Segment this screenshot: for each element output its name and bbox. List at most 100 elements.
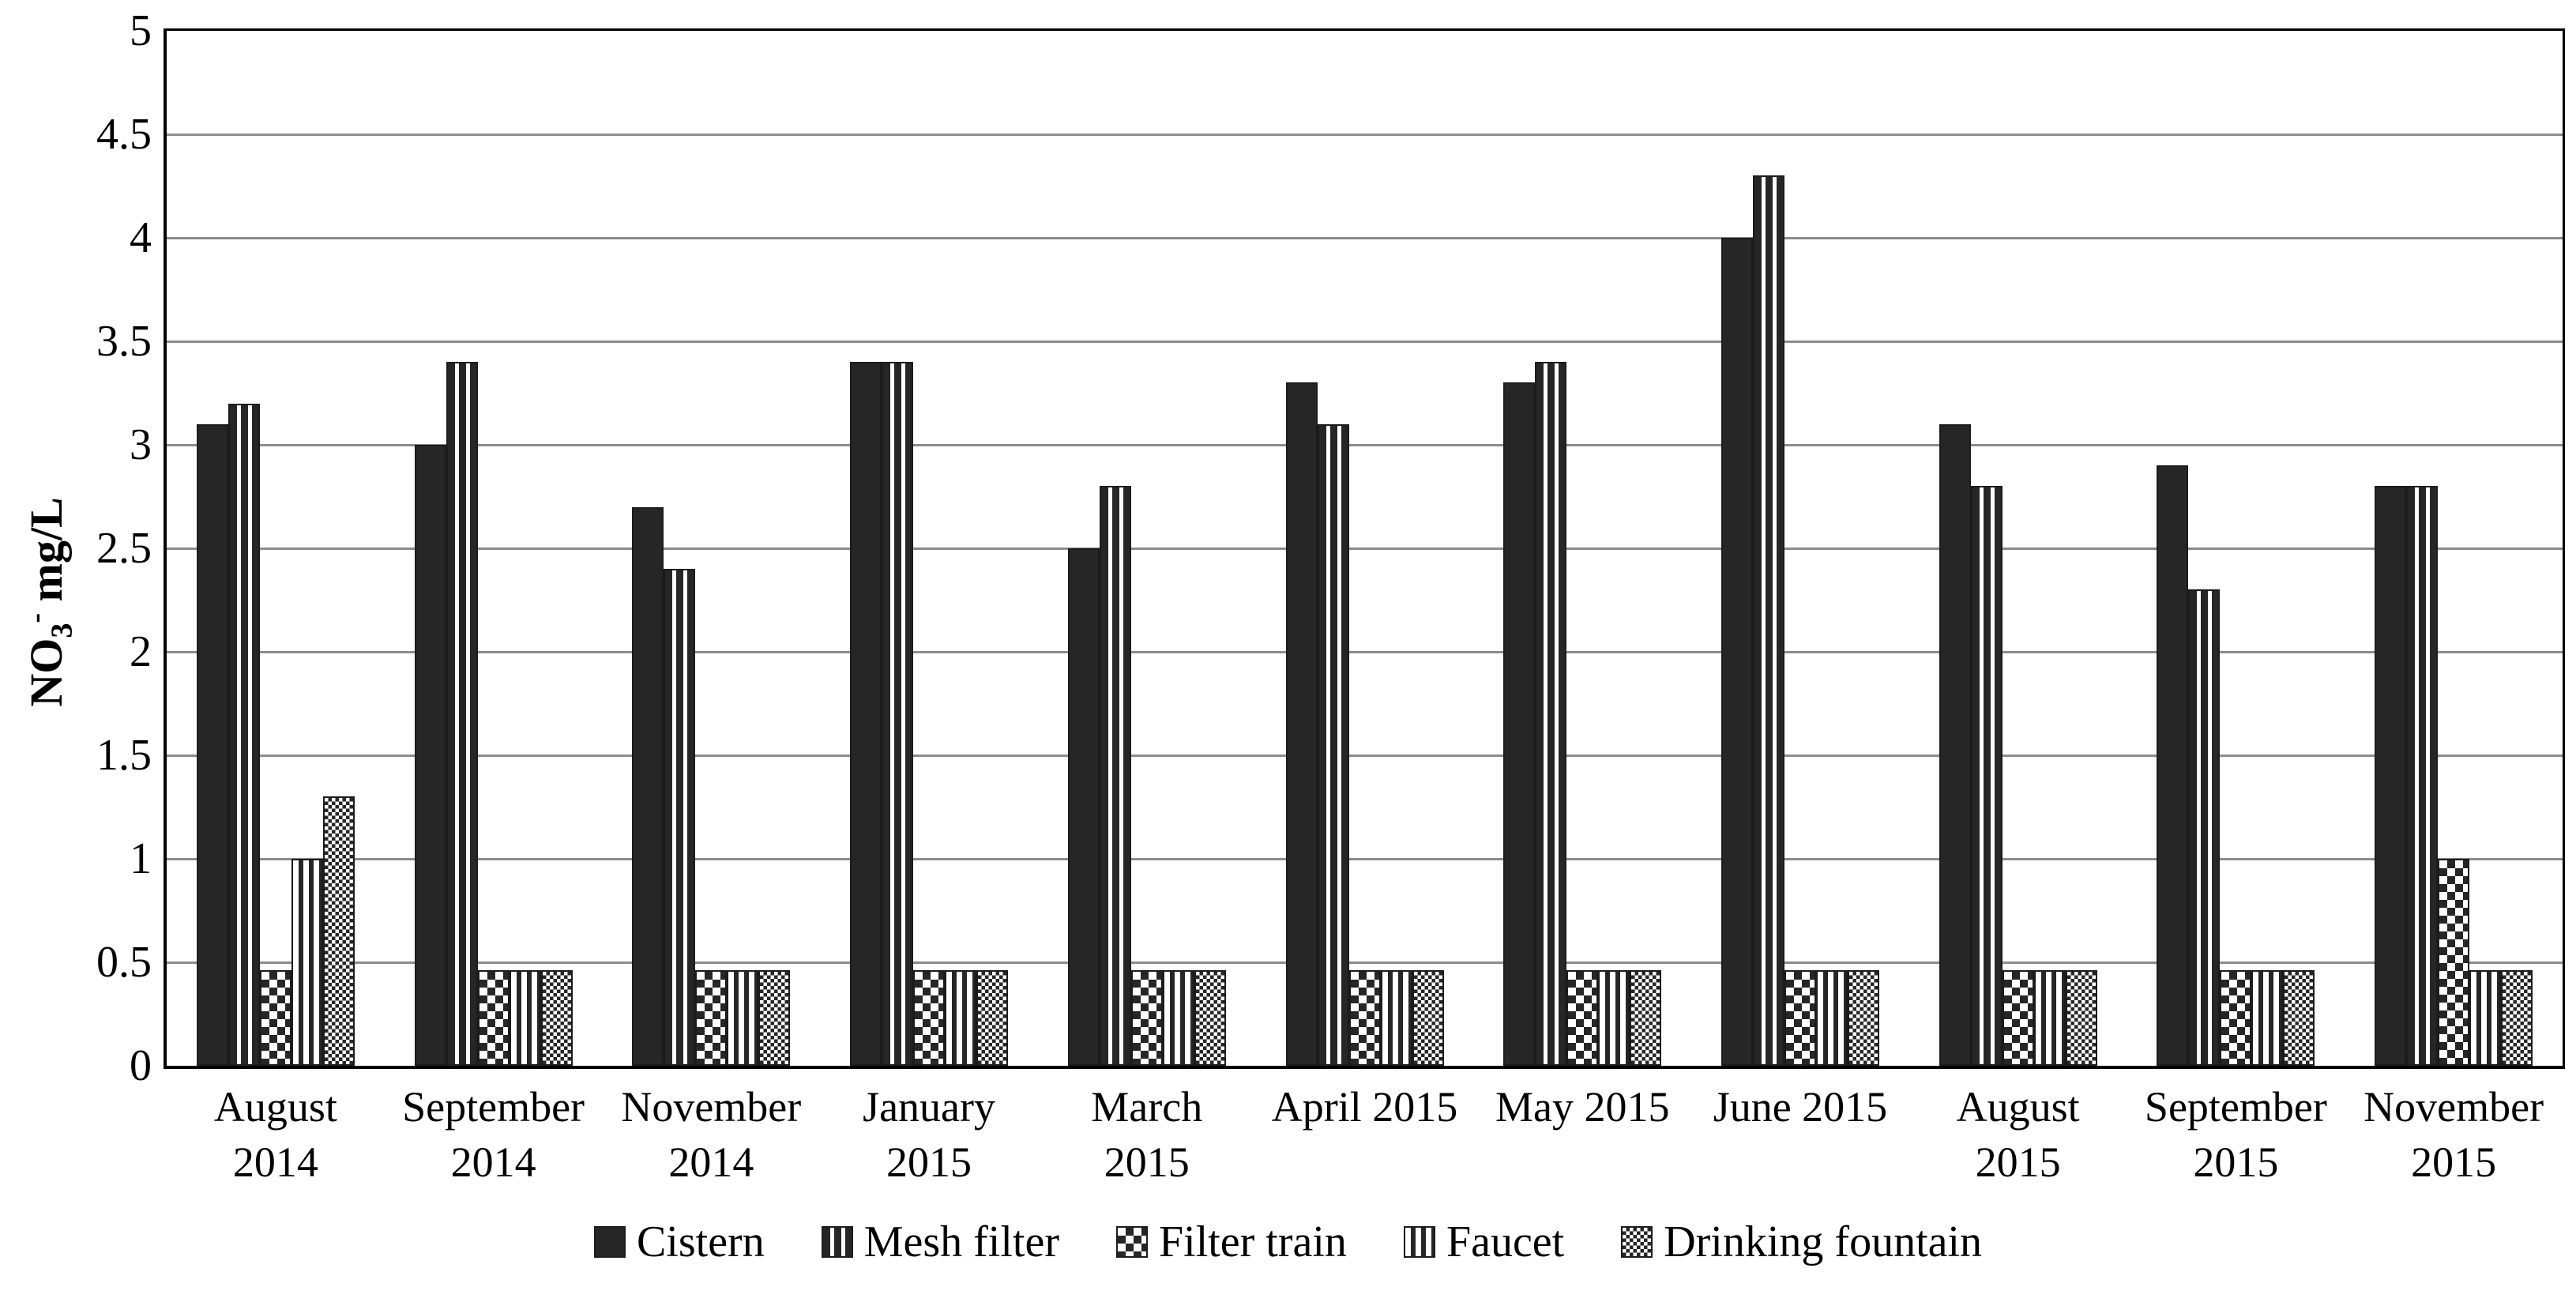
bar-drinking-fountain-January-2015 xyxy=(976,970,1009,1066)
bar-drinking-fountain-August-2014 xyxy=(322,796,355,1066)
bar-drinking-fountain-November-2015 xyxy=(2501,970,2533,1066)
x-category-label-September-2014: September 2014 xyxy=(402,1083,585,1186)
bar-drinking-fountain-September-2015 xyxy=(2283,970,2315,1066)
stripes-dark-swatch-icon xyxy=(821,1226,853,1258)
x-category-label-November-2014: November 2014 xyxy=(621,1083,802,1186)
bar-faucet-June-2015 xyxy=(1815,970,1848,1066)
checker-fine-swatch-icon xyxy=(1621,1226,1653,1258)
y-axis-title-sup: - xyxy=(19,612,53,623)
bar-cistern-January-2015 xyxy=(850,362,882,1066)
bar-faucet-November-2014 xyxy=(727,970,759,1066)
bar-drinking-fountain-September-2014 xyxy=(540,970,573,1066)
gridline-3.5 xyxy=(167,340,2563,343)
x-category-label-April-2015: April 2015 xyxy=(1271,1083,1458,1131)
y-tick-label-0.5: 0.5 xyxy=(96,938,152,987)
bar-filter-train-June-2015 xyxy=(1784,970,1816,1066)
legend-item-faucet: Faucet xyxy=(1403,1217,1565,1267)
legend-label-cistern: Cistern xyxy=(636,1217,765,1266)
gridline-2.5 xyxy=(167,547,2563,550)
x-category-label-May-2015: May 2015 xyxy=(1495,1083,1670,1131)
gridline-4.5 xyxy=(167,133,2563,136)
bar-cistern-November-2015 xyxy=(2375,486,2407,1066)
y-tick-label-4: 4 xyxy=(130,213,152,262)
bar-filter-train-August-2014 xyxy=(259,970,291,1066)
bar-cistern-March-2015 xyxy=(1067,548,1100,1066)
bar-mesh-filter-September-2015 xyxy=(2188,589,2221,1066)
checker-large-swatch-icon xyxy=(1115,1226,1148,1258)
legend-item-cistern: Cistern xyxy=(593,1217,765,1267)
bar-cistern-September-2015 xyxy=(2157,465,2189,1066)
bar-filter-train-August-2015 xyxy=(2002,970,2034,1066)
bar-filter-train-March-2015 xyxy=(1130,970,1163,1066)
legend-label-drinking-fountain: Drinking fountain xyxy=(1664,1217,1983,1266)
y-tick-label-5: 5 xyxy=(130,6,152,55)
gridline-4 xyxy=(167,236,2563,239)
y-tick-label-1: 1 xyxy=(130,834,152,883)
bar-filter-train-September-2015 xyxy=(2220,970,2252,1066)
stripes-light-swatch-icon xyxy=(1403,1226,1435,1258)
bar-drinking-fountain-June-2015 xyxy=(1847,970,1879,1066)
bar-cistern-April-2015 xyxy=(1285,382,1318,1066)
y-tick-label-0: 0 xyxy=(130,1041,152,1090)
bar-faucet-September-2015 xyxy=(2251,970,2284,1066)
bar-cistern-September-2014 xyxy=(414,445,446,1066)
x-category-label-June-2015: June 2015 xyxy=(1713,1083,1888,1131)
bar-filter-train-November-2015 xyxy=(2438,859,2470,1066)
gridline-3 xyxy=(167,443,2563,446)
bar-mesh-filter-March-2015 xyxy=(1099,486,1131,1066)
legend-label-filter-train: Filter train xyxy=(1158,1217,1347,1266)
bar-faucet-April-2015 xyxy=(1380,970,1412,1066)
bar-filter-train-September-2014 xyxy=(477,970,510,1066)
bar-faucet-August-2015 xyxy=(2033,970,2066,1066)
bar-faucet-March-2015 xyxy=(1162,970,1194,1066)
bar-mesh-filter-January-2015 xyxy=(882,362,914,1066)
bar-filter-train-April-2015 xyxy=(1348,970,1381,1066)
y-tick-label-2: 2 xyxy=(130,627,152,676)
y-tick-label-3: 3 xyxy=(130,420,152,469)
bar-mesh-filter-August-2015 xyxy=(1970,486,2003,1066)
bar-cistern-August-2015 xyxy=(1939,423,1971,1066)
bar-faucet-November-2015 xyxy=(2469,970,2502,1066)
bar-faucet-May-2015 xyxy=(1598,970,1630,1066)
bar-mesh-filter-September-2014 xyxy=(446,362,478,1066)
bar-drinking-fountain-May-2015 xyxy=(1630,970,1662,1066)
x-category-label-September-2015: September 2015 xyxy=(2144,1083,2327,1186)
bar-drinking-fountain-November-2014 xyxy=(758,970,791,1066)
y-tick-label-2.5: 2.5 xyxy=(96,524,152,573)
bar-faucet-September-2014 xyxy=(509,970,541,1066)
x-category-label-August-2015: August 2015 xyxy=(1956,1083,2080,1186)
bar-mesh-filter-May-2015 xyxy=(1535,362,1567,1066)
bar-filter-train-May-2015 xyxy=(1566,970,1599,1066)
bar-drinking-fountain-March-2015 xyxy=(1194,970,1226,1066)
bar-mesh-filter-April-2015 xyxy=(1317,423,1349,1066)
legend-item-mesh-filter: Mesh filter xyxy=(821,1217,1059,1267)
bar-drinking-fountain-August-2015 xyxy=(2065,970,2097,1066)
bar-faucet-January-2015 xyxy=(945,970,977,1066)
gridline-1.5 xyxy=(167,754,2563,757)
bar-mesh-filter-June-2015 xyxy=(1752,175,1784,1066)
bar-mesh-filter-August-2014 xyxy=(228,403,260,1066)
legend-item-drinking-fountain: Drinking fountain xyxy=(1621,1217,1982,1267)
y-tick-label-4.5: 4.5 xyxy=(96,110,152,159)
bar-cistern-August-2014 xyxy=(196,423,228,1066)
x-category-label-January-2015: January 2015 xyxy=(863,1083,995,1186)
solid-swatch-icon xyxy=(593,1226,626,1258)
y-tick-label-1.5: 1.5 xyxy=(96,731,152,780)
gridline-1 xyxy=(167,857,2563,860)
x-category-label-November-2015: November 2015 xyxy=(2364,1083,2544,1186)
legend-item-filter-train: Filter train xyxy=(1115,1217,1347,1267)
y-tick-label-3.5: 3.5 xyxy=(96,317,152,366)
bar-filter-train-November-2014 xyxy=(695,970,728,1066)
bar-filter-train-January-2015 xyxy=(913,970,946,1066)
bar-cistern-November-2014 xyxy=(632,506,664,1066)
x-category-label-March-2015: March 2015 xyxy=(1091,1083,1203,1186)
gridline-2 xyxy=(167,650,2563,653)
legend-label-faucet: Faucet xyxy=(1446,1217,1565,1266)
gridline-0.5 xyxy=(167,961,2563,964)
legend: Cistern Mesh filter Filter train Faucet Drin… xyxy=(0,1217,2576,1267)
x-category-label-August-2014: August 2014 xyxy=(213,1083,337,1186)
bar-faucet-August-2014 xyxy=(291,859,323,1066)
bar-cistern-May-2015 xyxy=(1503,382,1536,1066)
bar-drinking-fountain-April-2015 xyxy=(1412,970,1444,1066)
